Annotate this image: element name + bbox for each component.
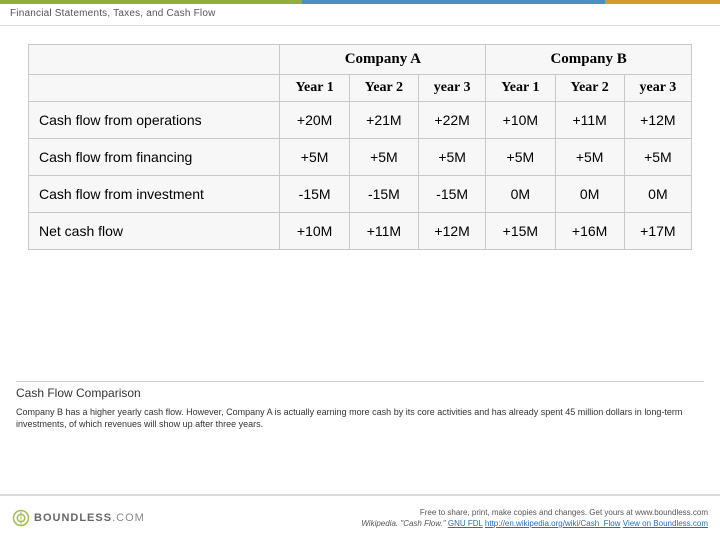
year-header: Year 2 <box>555 75 624 102</box>
footer-attribution: Free to share, print, make copies and ch… <box>361 507 708 529</box>
license-link[interactable]: GNU FDL <box>448 519 483 528</box>
cell: -15M <box>349 176 418 213</box>
cell: 0M <box>555 176 624 213</box>
row-label: Net cash flow <box>29 213 280 250</box>
page-header: Financial Statements, Taxes, and Cash Fl… <box>0 4 720 26</box>
logo-icon <box>12 509 30 527</box>
cell: +10M <box>280 213 349 250</box>
year-header: Year 1 <box>280 75 349 102</box>
page-footer: BOUNDLESS.COM Free to share, print, make… <box>0 494 720 540</box>
company-header-a: Company A <box>280 45 486 75</box>
cell: -15M <box>419 176 486 213</box>
cell: +11M <box>555 102 624 139</box>
cell: +16M <box>555 213 624 250</box>
year-header: Year 1 <box>486 75 555 102</box>
cell: -15M <box>280 176 349 213</box>
cell: +22M <box>419 102 486 139</box>
table-row: Cash flow from investment -15M -15M -15M… <box>29 176 692 213</box>
cell: +12M <box>624 102 691 139</box>
cell: +17M <box>624 213 691 250</box>
cell: 0M <box>486 176 555 213</box>
year-header: year 3 <box>624 75 691 102</box>
row-label: Cash flow from operations <box>29 102 280 139</box>
cell: +5M <box>419 139 486 176</box>
row-label: Cash flow from financing <box>29 139 280 176</box>
cell: +5M <box>486 139 555 176</box>
source-link[interactable]: http://en.wikipedia.org/wiki/Cash_Flow <box>485 519 621 528</box>
footer-text: www.boundless.com <box>635 508 708 517</box>
main-content: Company A Company B Year 1 Year 2 year 3… <box>0 26 720 540</box>
table-row: Cash flow from operations +20M +21M +22M… <box>29 102 692 139</box>
year-header: Year 2 <box>349 75 418 102</box>
footer-text: Wikipedia. "Cash Flow." <box>361 519 448 528</box>
caption-title: Cash Flow Comparison <box>16 386 704 400</box>
cell: +5M <box>280 139 349 176</box>
table-row: Net cash flow +10M +11M +12M +15M +16M +… <box>29 213 692 250</box>
cell: +15M <box>486 213 555 250</box>
caption-divider <box>16 381 704 382</box>
cell: +5M <box>349 139 418 176</box>
table-spacer <box>29 45 280 75</box>
caption-body: Company B has a higher yearly cash flow.… <box>16 406 704 430</box>
cell: 0M <box>624 176 691 213</box>
view-link[interactable]: View on Boundless.com <box>623 519 708 528</box>
cashflow-table: Company A Company B Year 1 Year 2 year 3… <box>28 44 692 250</box>
cell: +20M <box>280 102 349 139</box>
cell: +12M <box>419 213 486 250</box>
table-spacer <box>29 75 280 102</box>
logo-text: BOUNDLESS.COM <box>34 512 145 524</box>
cell: +5M <box>624 139 691 176</box>
table-body: Cash flow from operations +20M +21M +22M… <box>29 102 692 250</box>
year-header: year 3 <box>419 75 486 102</box>
cell: +11M <box>349 213 418 250</box>
boundless-logo: BOUNDLESS.COM <box>12 509 145 527</box>
cell: +5M <box>555 139 624 176</box>
table-row: Cash flow from financing +5M +5M +5M +5M… <box>29 139 692 176</box>
page-title: Financial Statements, Taxes, and Cash Fl… <box>10 8 710 19</box>
cell: +10M <box>486 102 555 139</box>
caption-block: Cash Flow Comparison Company B has a hig… <box>16 381 704 430</box>
company-header-b: Company B <box>486 45 692 75</box>
year-header-row: Year 1 Year 2 year 3 Year 1 Year 2 year … <box>29 75 692 102</box>
row-label: Cash flow from investment <box>29 176 280 213</box>
cell: +21M <box>349 102 418 139</box>
footer-text: Free to share, print, make copies and ch… <box>420 508 635 517</box>
